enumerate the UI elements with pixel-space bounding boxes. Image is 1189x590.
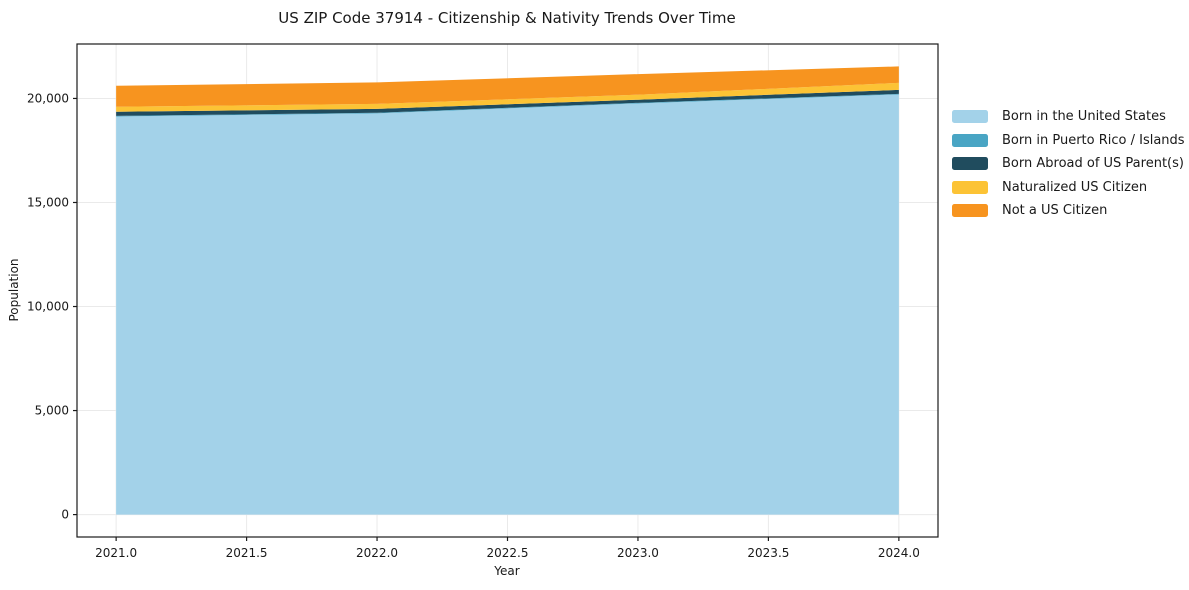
legend-item-born-in-the-united-states: Born in the United States	[952, 105, 1185, 129]
x-tick-label: 2021.0	[95, 546, 137, 560]
legend-item-born-in-puerto-rico-islands: Born in Puerto Rico / Islands	[952, 129, 1185, 153]
x-tick-label: 2024.0	[878, 546, 920, 560]
x-tick-label: 2023.5	[747, 546, 789, 560]
legend-swatch	[952, 133, 988, 147]
y-tick-label: 20,000	[27, 91, 69, 105]
x-tick-label: 2021.5	[226, 546, 268, 560]
x-tick-label: 2022.5	[487, 546, 529, 560]
legend-label: Born in the United States	[1002, 109, 1166, 125]
area-not-a-us-citizen	[116, 66, 899, 107]
legend-label: Not a US Citizen	[1002, 203, 1108, 219]
legend-swatch	[952, 204, 988, 218]
y-tick-label: 15,000	[27, 195, 69, 209]
y-axis-label: Population	[7, 258, 21, 321]
area-series	[116, 66, 899, 515]
area-born-in-the-united-states	[116, 94, 899, 515]
y-tick-label: 5,000	[35, 404, 69, 418]
y-tick-label: 10,000	[27, 300, 69, 314]
legend-label: Born in Puerto Rico / Islands	[1002, 132, 1185, 148]
legend: Born in the United States Born in Puerto …	[952, 105, 1185, 223]
x-tick-label: 2022.0	[356, 546, 398, 560]
x-axis-label: Year	[493, 564, 519, 578]
legend-swatch	[952, 157, 988, 171]
legend-item-born-abroad-of-us-parent-s: Born Abroad of US Parent(s)	[952, 152, 1185, 176]
chart-title: US ZIP Code 37914 - Citizenship & Nativi…	[278, 9, 735, 27]
legend-item-not-a-us-citizen: Not a US Citizen	[952, 199, 1185, 223]
y-tick-label: 0	[61, 508, 69, 522]
x-tick-label: 2023.0	[617, 546, 659, 560]
legend-label: Born Abroad of US Parent(s)	[1002, 156, 1184, 172]
legend-swatch	[952, 110, 988, 124]
legend-item-naturalized-us-citizen: Naturalized US Citizen	[952, 176, 1185, 200]
area-naturalized-us-citizen	[116, 82, 899, 112]
axis-ticks: 2021.0 2021.5 2022.0 2022.5 2023.0 2023.5 2024…	[27, 91, 920, 560]
legend-label: Naturalized US Citizen	[1002, 179, 1148, 195]
legend-swatch	[952, 180, 988, 194]
area-born-abroad-of-us-parent-s	[116, 89, 899, 116]
